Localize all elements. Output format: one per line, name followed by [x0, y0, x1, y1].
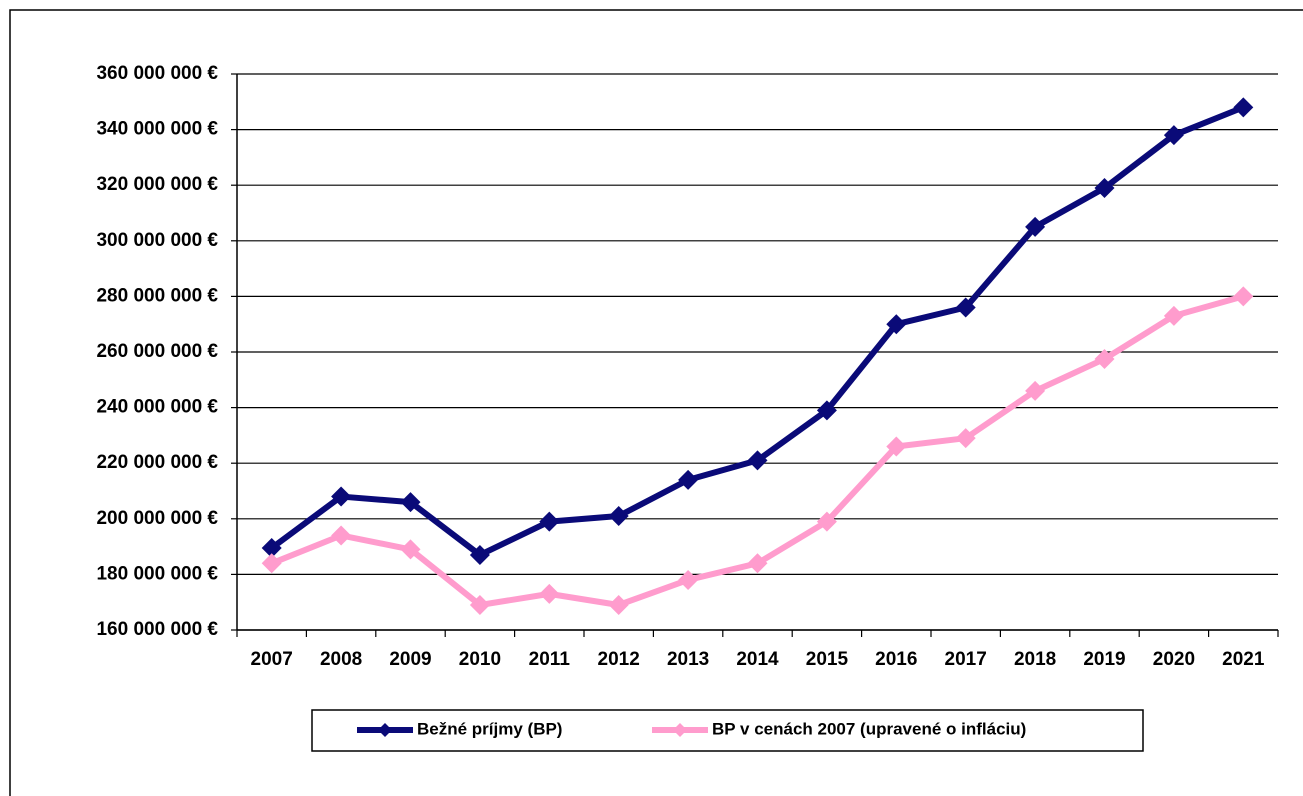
legend-box: [311, 709, 1144, 752]
data-point: [747, 450, 768, 471]
y-tick-label: 240 000 000 €: [96, 397, 218, 418]
data-point: [955, 297, 976, 318]
x-tick-label: 2019: [1083, 649, 1125, 670]
data-point: [469, 594, 490, 615]
data-point: [1233, 97, 1254, 118]
y-tick-label: 220 000 000 €: [96, 452, 218, 473]
data-point: [1025, 380, 1046, 401]
data-point: [1163, 125, 1184, 146]
x-tick-label: 2016: [875, 649, 917, 670]
data-point: [608, 594, 629, 615]
x-tick-label: 2008: [320, 649, 362, 670]
data-point: [886, 436, 907, 457]
x-tick-label: 2007: [251, 649, 293, 670]
data-point: [1025, 216, 1046, 237]
data-point: [816, 400, 837, 421]
legend-marker: [673, 723, 687, 737]
data-point: [1094, 177, 1115, 198]
x-tick-label: 2017: [945, 649, 987, 670]
data-point: [678, 569, 699, 590]
y-tick-label: 180 000 000 €: [96, 563, 218, 584]
data-point: [400, 539, 421, 560]
y-tick-label: 280 000 000 €: [96, 285, 218, 306]
data-point: [539, 583, 560, 604]
data-point: [678, 469, 699, 490]
x-tick-label: 2010: [459, 649, 501, 670]
data-point: [955, 428, 976, 449]
x-tick-label: 2021: [1222, 649, 1265, 670]
x-tick-label: 2013: [667, 649, 709, 670]
data-point: [400, 492, 421, 513]
x-tick-label: 2011: [529, 649, 571, 670]
y-tick-label: 300 000 000 €: [96, 230, 218, 251]
data-point: [608, 506, 629, 527]
data-point: [469, 544, 490, 565]
y-tick-label: 160 000 000 €: [96, 619, 218, 640]
legend-label: Bežné príjmy (BP): [417, 719, 562, 738]
x-tick-label: 2020: [1153, 649, 1195, 670]
data-point: [816, 511, 837, 532]
x-tick-label: 2012: [598, 649, 640, 670]
data-point: [539, 511, 560, 532]
x-tick-label: 2009: [389, 649, 431, 670]
y-tick-label: 320 000 000 €: [96, 174, 218, 195]
data-point: [331, 525, 352, 546]
y-tick-label: 360 000 000 €: [96, 63, 218, 84]
chart-frame: [9, 9, 1303, 796]
data-point: [261, 553, 282, 574]
y-tick-label: 200 000 000 €: [96, 508, 218, 529]
data-point: [1094, 348, 1115, 369]
x-tick-label: 2018: [1014, 649, 1056, 670]
x-tick-label: 2014: [736, 649, 779, 670]
x-tick-label: 2015: [806, 649, 849, 670]
y-tick-label: 340 000 000 €: [96, 119, 218, 140]
data-point: [1163, 305, 1184, 326]
legend-label: BP v cenách 2007 (upravené o infláciu): [712, 719, 1026, 738]
data-point: [261, 537, 282, 558]
y-tick-label: 260 000 000 €: [96, 341, 218, 362]
data-point: [1233, 286, 1254, 307]
series-line: [269, 104, 1245, 558]
data-point: [747, 553, 768, 574]
data-point: [886, 314, 907, 335]
data-point: [331, 486, 352, 507]
legend-marker: [378, 723, 392, 737]
